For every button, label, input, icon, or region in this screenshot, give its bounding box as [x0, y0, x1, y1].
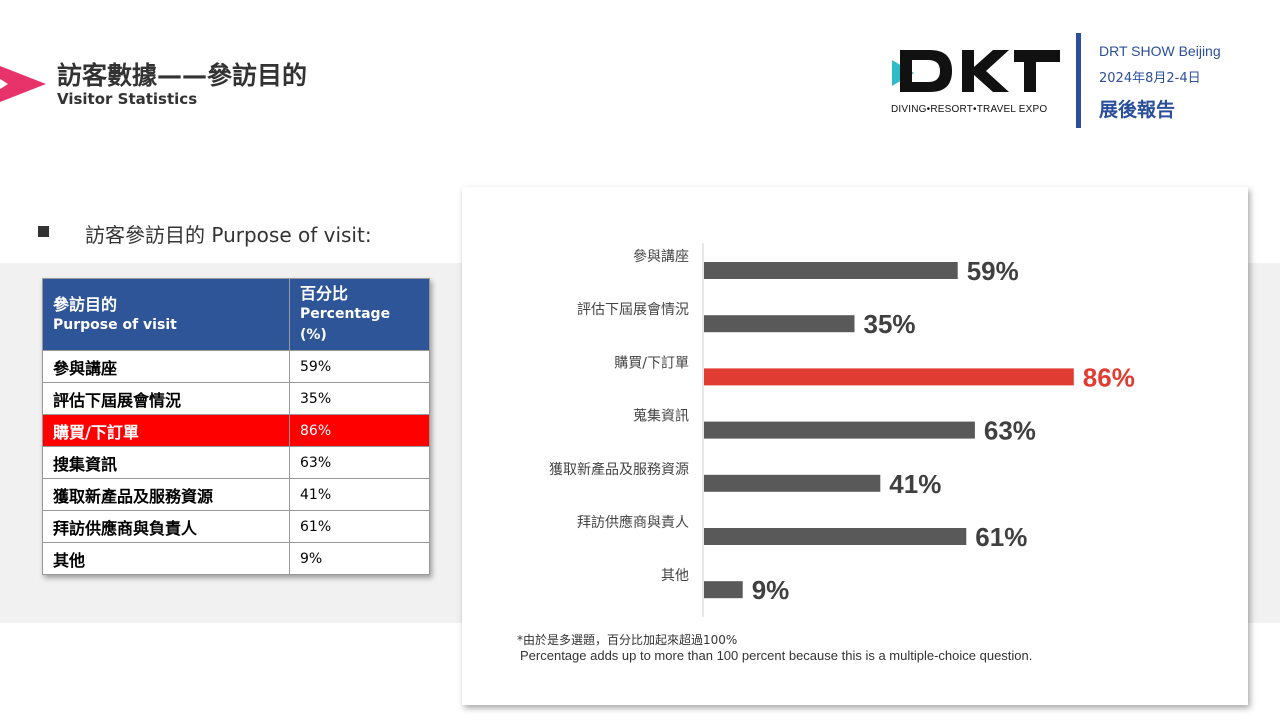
category-label: 拜訪供應商與責人	[577, 514, 689, 531]
bullet-square-icon	[38, 226, 49, 237]
bar	[704, 368, 1074, 386]
category-label: 評估下屆展會情況	[577, 302, 689, 318]
bar	[704, 528, 967, 545]
value-label: 41%	[889, 469, 941, 499]
table-row-highlighted: 購買/下訂單 86%	[42, 414, 430, 447]
percentage-cell: 9%	[289, 542, 430, 575]
purpose-table: 參訪目的 Purpose of visit 百分比 Percentage (%)…	[42, 278, 430, 575]
purpose-cell: 購買/下訂單	[42, 414, 290, 447]
purpose-bar-chart: 參與講座 59% 評估下屆展會情況 35% 購買/下訂單 86% 蒐集資訊 63% 獲取新產品及…	[549, 243, 1135, 617]
table-header-percentage: 百分比 Percentage (%)	[289, 278, 430, 351]
footnote-en: Percentage adds up to more than 100 perc…	[520, 648, 1033, 663]
report-label: 展後報告	[1099, 99, 1176, 121]
bar	[704, 581, 743, 599]
page-title: 訪客數據——參訪目的	[57, 61, 308, 90]
bar	[704, 474, 881, 492]
percentage-cell: 35%	[289, 382, 430, 415]
percentage-cell: 59%	[289, 350, 430, 383]
purpose-cell: 參與講座	[42, 350, 290, 383]
header-zh: 百分比	[300, 284, 349, 303]
table-header-purpose: 參訪目的 Purpose of visit	[42, 278, 290, 351]
purpose-cell: 拜訪供應商與負責人	[42, 510, 290, 543]
percentage-cell: 61%	[289, 510, 430, 543]
bar	[704, 421, 975, 439]
table-row: 獲取新產品及服務資源 41%	[42, 478, 430, 511]
value-label: 63%	[984, 416, 1036, 446]
value-label: 9%	[752, 575, 790, 605]
header-divider	[1076, 33, 1081, 128]
page-subtitle: Visitor Statistics	[57, 90, 198, 108]
drt-logo	[892, 50, 1060, 92]
value-label: 35%	[864, 309, 916, 339]
header-en: Percentage (%)	[300, 306, 391, 343]
header-zh: 參訪目的	[53, 294, 118, 314]
show-date: 2024年8月2-4日	[1099, 71, 1201, 86]
value-label: 86%	[1083, 362, 1135, 392]
category-label: 獲取新產品及服務資源	[549, 461, 689, 478]
category-label: 蒐集資訊	[633, 408, 689, 425]
table-row: 其他 9%	[42, 542, 430, 575]
purpose-cell: 評估下屆展會情況	[42, 382, 290, 415]
logo-tagline: DIVING•RESORT•TRAVEL EXPO	[891, 104, 1048, 115]
chart-card: 參與講座 59% 評估下屆展會情況 35% 購買/下訂單 86% 蒐集資訊 63% 獲取新產品及…	[462, 187, 1248, 705]
percentage-cell: 63%	[289, 446, 430, 479]
section-heading: 訪客參訪目的 Purpose of visit:	[85, 223, 372, 247]
value-label: 59%	[967, 256, 1019, 286]
bar	[704, 315, 855, 333]
footnote-zh: *由於是多選題，百分比加起來超過100%	[517, 633, 738, 647]
percentage-cell: 41%	[289, 478, 430, 511]
category-label: 參與講座	[633, 249, 689, 265]
purpose-cell: 獲取新產品及服務資源	[42, 478, 290, 511]
header-en: Purpose of visit	[53, 316, 177, 333]
table-row: 搜集資訊 63%	[42, 446, 430, 479]
category-label: 其他	[661, 568, 689, 584]
table-row: 拜訪供應商與負責人 61%	[42, 510, 430, 543]
show-name: DRT SHOW Beijing	[1099, 43, 1221, 59]
category-label: 購買/下訂單	[614, 355, 689, 371]
purpose-cell: 搜集資訊	[42, 446, 290, 479]
table-row: 參與講座 59%	[42, 350, 430, 383]
table-row: 評估下屆展會情況 35%	[42, 382, 430, 415]
value-label: 61%	[975, 522, 1027, 552]
purpose-cell: 其他	[42, 542, 290, 575]
bar	[704, 262, 958, 279]
percentage-cell: 86%	[289, 414, 430, 447]
title-arrow-notch	[0, 66, 8, 102]
